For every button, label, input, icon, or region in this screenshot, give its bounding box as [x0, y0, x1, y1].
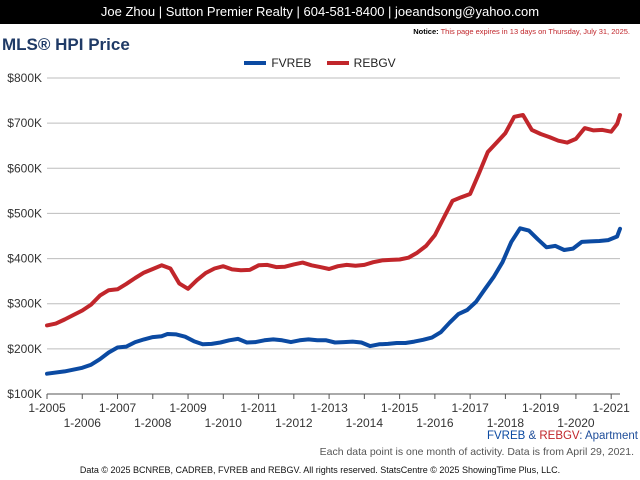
- notice-text: This page expires in 13 days on Thursday…: [440, 27, 630, 36]
- series-line-fvreb: [45, 226, 622, 376]
- y-tick-label: $600K: [7, 161, 42, 175]
- legend-swatch-fvreb: [244, 60, 267, 65]
- legend-swatch-rebgv: [326, 60, 349, 65]
- legend-item-fvreb[interactable]: FVREB: [244, 56, 311, 70]
- x-tick-label: 1-2010: [205, 416, 243, 430]
- x-tick-label: 1-2013: [310, 401, 348, 415]
- x-tick-label: 1-2015: [381, 401, 419, 415]
- x-tick-label: 1-2012: [275, 416, 313, 430]
- x-tick-label: 1-2014: [346, 416, 384, 430]
- x-tick-label: 1-2011: [240, 401, 277, 415]
- legend-label-rebgv: REBGV: [353, 56, 396, 70]
- caption-rebgv: REBGV: [539, 430, 580, 442]
- x-tick-label: 1-2018: [487, 416, 525, 430]
- x-tick-label: 1-2021: [592, 401, 630, 415]
- legend-label-fvreb: FVREB: [271, 56, 312, 70]
- expiry-notice: Notice: This page expires in 13 days on …: [413, 27, 630, 36]
- x-tick-label: 1-2009: [169, 401, 207, 415]
- contact-banner: Joe Zhou | Sutton Premier Realty | 604-5…: [0, 0, 640, 24]
- x-tick-label: 1-2007: [99, 401, 137, 415]
- series-caption: FVREB & REBGV: Apartment: [487, 430, 638, 442]
- notice-label: Notice:: [413, 27, 439, 36]
- x-tick-label: 1-2017: [451, 401, 489, 415]
- legend-item-rebgv[interactable]: REBGV: [326, 56, 396, 70]
- series-line-rebgv: [45, 113, 622, 328]
- x-tick-label: 1-2016: [416, 416, 454, 430]
- x-tick-label: 1-2006: [64, 416, 102, 430]
- chart-title: MLS® HPI Price: [2, 35, 130, 54]
- x-tick-label: 1-2008: [134, 416, 172, 430]
- data-note: Each data point is one month of activity…: [319, 446, 634, 458]
- x-tick-label: 1-2005: [28, 401, 66, 415]
- copyright-text: Data © 2025 BCNREB, CADREB, FVREB and RE…: [79, 465, 561, 475]
- y-tick-label: $700K: [7, 116, 42, 130]
- caption-type: : Apartment: [579, 430, 638, 442]
- y-tick-label: $300K: [7, 297, 42, 311]
- x-tick-label: 1-2020: [557, 416, 595, 430]
- y-tick-label: $400K: [7, 252, 42, 266]
- y-tick-label: $500K: [7, 206, 42, 220]
- caption-fvreb: FVREB: [486, 430, 526, 442]
- y-tick-label: $200K: [7, 342, 42, 356]
- x-tick-label: 1-2019: [522, 401, 560, 415]
- contact-text: Joe Zhou | Sutton Premier Realty | 604-5…: [100, 4, 540, 19]
- y-tick-label: $800K: [7, 71, 42, 85]
- chart-legend: FVREB REBGV: [0, 56, 640, 70]
- y-tick-label: $100K: [7, 387, 42, 401]
- caption-amp: &: [525, 430, 540, 442]
